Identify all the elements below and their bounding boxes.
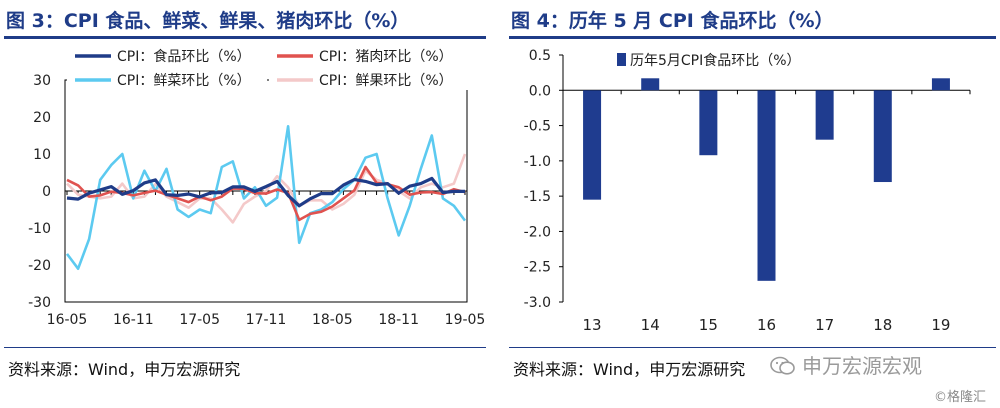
left-y-tick-label: -20 <box>28 258 51 274</box>
right-source-note: 资料来源：Wind，申万宏源研究 <box>513 360 746 379</box>
right-bar-14 <box>641 78 660 91</box>
right-y-tick-label: -0.5 <box>524 119 551 135</box>
right-y-tick-label: -2.5 <box>524 260 551 276</box>
left-source-rule <box>4 347 486 348</box>
left-x-tick-label: 17-05 <box>179 312 220 328</box>
left-legend-bg <box>67 46 267 66</box>
watermark-text: 申万宏源宏观 <box>802 354 922 378</box>
left-chart-title: 图 3：CPI 食品、鲜菜、鲜果、猪肉环比（%） <box>6 10 410 32</box>
right-bar-18 <box>873 90 892 183</box>
right-x-tick-label: 17 <box>815 316 834 334</box>
left-y-tick-label: 20 <box>33 110 51 126</box>
right-x-tick-label: 19 <box>931 316 950 334</box>
wechat-icon <box>770 356 795 375</box>
watermark: 申万宏源宏观 <box>770 350 922 379</box>
left-y-tick-label: -30 <box>28 295 51 311</box>
right-bar-15 <box>699 90 718 156</box>
left-legend-label: CPI：鲜菜环比（%） <box>117 73 251 89</box>
right-legend-label: 历年5月CPI食品环比（%） <box>630 52 801 69</box>
right-legend-swatch <box>617 53 626 66</box>
right-chart-title: 图 4：历年 5 月 CPI 食品环比（%） <box>511 10 834 32</box>
right-x-tick-label: 14 <box>641 316 660 334</box>
left-series-line-1 <box>66 165 466 222</box>
left-title-rule <box>4 36 486 39</box>
left-y-tick-label: 0 <box>42 184 51 200</box>
right-y-tick-label: -2.0 <box>524 224 551 240</box>
left-series-line-2 <box>65 125 467 271</box>
left-legend-label: CPI：猪肉环比（%） <box>319 49 453 65</box>
right-y-tick-label: -1.0 <box>524 154 551 170</box>
left-legend-bg <box>269 70 469 90</box>
right-x-tick-label: 13 <box>583 316 602 334</box>
right-title-rule <box>509 36 996 39</box>
credit-text: ©格隆汇 <box>933 390 986 405</box>
left-source-note: 资料来源：Wind，申万宏源研究 <box>8 360 241 379</box>
left-x-tick-label: 16-11 <box>113 312 154 328</box>
left-chart-panel: 图 3：CPI 食品、鲜菜、鲜果、猪肉环比（%） 30 20 10 0 -10 -20 -3… <box>0 0 490 408</box>
left-legend-bg <box>67 70 267 90</box>
right-bar-17 <box>815 90 834 140</box>
left-y-tick-label: 30 <box>33 73 51 89</box>
right-bar-19 <box>931 78 950 91</box>
right-chart-panel: 图 4：历年 5 月 CPI 食品环比（%） 0.5 0.0 -0.5 -1.0 -1.… <box>505 0 1000 408</box>
left-series-line-0 <box>66 176 465 208</box>
left-x-tick-label: 17-11 <box>246 312 287 328</box>
left-legend-label: CPI：食品环比（%） <box>117 48 251 65</box>
left-y-tick-label: -10 <box>28 221 51 237</box>
left-x-tick-label: 16-05 <box>47 312 88 328</box>
left-x-tick-label: 19-05 <box>445 312 486 328</box>
right-y-tick-label: 0.0 <box>529 83 551 99</box>
right-x-tick-label: 16 <box>757 316 776 334</box>
right-x-tick-label: 18 <box>873 316 892 334</box>
right-y-tick-label: -3.0 <box>524 295 551 311</box>
left-legend-bg <box>269 46 469 66</box>
right-x-tick-label: 15 <box>699 316 718 334</box>
right-bar-13 <box>583 90 602 200</box>
right-y-tick-label: 0.5 <box>529 48 551 64</box>
left-y-tick-label: 10 <box>33 147 51 163</box>
left-x-tick-label: 18-11 <box>378 312 419 328</box>
right-source-rule <box>509 347 996 348</box>
right-bar-chart: 0.5 0.0 -0.5 -1.0 -1.5 -2.0 -2.5 -3.0 13 14 15 16 17… <box>524 48 971 334</box>
right-y-tick-label: -1.5 <box>524 189 551 205</box>
left-legend-label: CPI：鲜果环比（%） <box>319 73 453 89</box>
left-x-tick-label: 18-05 <box>312 312 353 328</box>
right-bar-16 <box>757 90 776 281</box>
